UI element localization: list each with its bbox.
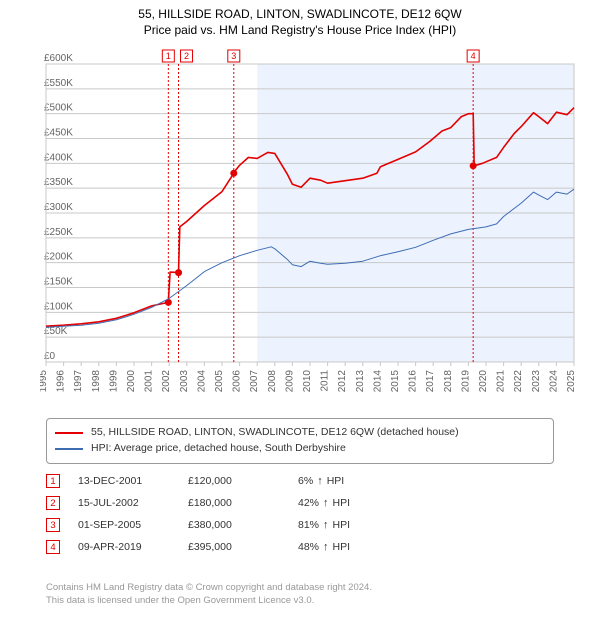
svg-text:£200K: £200K — [44, 252, 73, 263]
footer-line: Contains HM Land Registry data © Crown c… — [46, 582, 372, 595]
event-marker: 4 — [46, 540, 60, 554]
svg-text:2016: 2016 — [408, 370, 419, 393]
chart: £0£50K£100K£150K£200K£250K£300K£350K£400… — [40, 48, 580, 398]
svg-text:1996: 1996 — [56, 370, 67, 393]
svg-text:2008: 2008 — [267, 370, 278, 393]
svg-text:£250K: £250K — [44, 227, 73, 238]
svg-text:2003: 2003 — [179, 370, 190, 393]
svg-text:£150K: £150K — [44, 277, 73, 288]
svg-text:1: 1 — [166, 51, 171, 61]
svg-text:2025: 2025 — [566, 370, 577, 393]
svg-text:2014: 2014 — [372, 370, 383, 393]
event-price: £395,000 — [188, 541, 298, 553]
svg-text:2011: 2011 — [320, 370, 331, 392]
svg-text:2007: 2007 — [249, 370, 260, 393]
event-row: 3 01-SEP-2005£380,00081% ↑ HPI — [46, 514, 554, 536]
event-date: 15-JUL-2002 — [78, 497, 188, 509]
footer: Contains HM Land Registry data © Crown c… — [46, 582, 372, 608]
svg-text:2: 2 — [184, 51, 189, 61]
svg-text:2018: 2018 — [443, 370, 454, 393]
up-arrow-icon: ↑ — [323, 519, 329, 531]
svg-text:£50K: £50K — [44, 326, 68, 337]
svg-text:£600K: £600K — [44, 53, 73, 64]
svg-text:2010: 2010 — [302, 370, 313, 393]
svg-text:2024: 2024 — [548, 370, 559, 393]
event-marker: 1 — [46, 474, 60, 488]
svg-text:2021: 2021 — [496, 370, 507, 393]
svg-text:2022: 2022 — [513, 370, 524, 393]
event-date: 01-SEP-2005 — [78, 519, 188, 531]
chart-svg: £0£50K£100K£150K£200K£250K£300K£350K£400… — [40, 48, 580, 398]
event-row: 1 13-DEC-2001£120,0006% ↑ HPI — [46, 470, 554, 492]
svg-text:2009: 2009 — [284, 370, 295, 393]
title-subtitle: Price paid vs. HM Land Registry's House … — [0, 22, 600, 38]
svg-text:£500K: £500K — [44, 103, 73, 114]
svg-text:1995: 1995 — [40, 370, 49, 393]
svg-text:2023: 2023 — [531, 370, 542, 393]
svg-text:£450K: £450K — [44, 128, 73, 139]
svg-text:2005: 2005 — [214, 370, 225, 393]
svg-text:2006: 2006 — [232, 370, 243, 393]
svg-text:£550K: £550K — [44, 78, 73, 89]
svg-text:£100K: £100K — [44, 301, 73, 312]
svg-text:2001: 2001 — [144, 370, 155, 393]
event-diff: 42% ↑ HPI — [298, 497, 388, 509]
event-row: 4 09-APR-2019£395,00048% ↑ HPI — [46, 536, 554, 558]
svg-text:3: 3 — [231, 51, 236, 61]
event-marker: 3 — [46, 518, 60, 532]
svg-text:2000: 2000 — [126, 370, 137, 393]
footer-line: This data is licensed under the Open Gov… — [46, 595, 372, 608]
event-price: £380,000 — [188, 519, 298, 531]
svg-text:2015: 2015 — [390, 370, 401, 393]
svg-text:£400K: £400K — [44, 152, 73, 163]
svg-text:£300K: £300K — [44, 202, 73, 213]
event-diff: 6% ↑ HPI — [298, 475, 388, 487]
svg-text:1999: 1999 — [108, 370, 119, 393]
event-price: £180,000 — [188, 497, 298, 509]
svg-text:1998: 1998 — [91, 370, 102, 393]
legend: 55, HILLSIDE ROAD, LINTON, SWADLINCOTE, … — [46, 418, 554, 464]
svg-text:2004: 2004 — [196, 370, 207, 393]
title-address: 55, HILLSIDE ROAD, LINTON, SWADLINCOTE, … — [0, 6, 600, 22]
event-date: 09-APR-2019 — [78, 541, 188, 553]
svg-text:2019: 2019 — [460, 370, 471, 393]
svg-text:£350K: £350K — [44, 177, 73, 188]
title-block: 55, HILLSIDE ROAD, LINTON, SWADLINCOTE, … — [0, 0, 600, 38]
svg-text:1997: 1997 — [73, 370, 84, 393]
event-row: 2 15-JUL-2002£180,00042% ↑ HPI — [46, 492, 554, 514]
legend-label: 55, HILLSIDE ROAD, LINTON, SWADLINCOTE, … — [91, 425, 459, 441]
svg-text:2002: 2002 — [161, 370, 172, 393]
svg-text:4: 4 — [471, 51, 476, 61]
event-diff: 81% ↑ HPI — [298, 519, 388, 531]
event-marker: 2 — [46, 496, 60, 510]
event-date: 13-DEC-2001 — [78, 475, 188, 487]
up-arrow-icon: ↑ — [323, 541, 329, 553]
event-diff: 48% ↑ HPI — [298, 541, 388, 553]
page: 55, HILLSIDE ROAD, LINTON, SWADLINCOTE, … — [0, 0, 600, 620]
legend-row: 55, HILLSIDE ROAD, LINTON, SWADLINCOTE, … — [55, 425, 545, 441]
legend-row: HPI: Average price, detached house, Sout… — [55, 441, 545, 457]
legend-label: HPI: Average price, detached house, Sout… — [91, 441, 346, 457]
legend-swatch — [55, 448, 83, 450]
up-arrow-icon: ↑ — [323, 497, 329, 509]
up-arrow-icon: ↑ — [317, 475, 323, 487]
legend-swatch — [55, 432, 83, 434]
svg-text:2020: 2020 — [478, 370, 489, 393]
events-table: 1 13-DEC-2001£120,0006% ↑ HPI 2 15-JUL-2002… — [46, 470, 554, 558]
svg-text:2013: 2013 — [355, 370, 366, 393]
svg-text:2017: 2017 — [425, 370, 436, 393]
svg-text:2012: 2012 — [337, 370, 348, 393]
event-price: £120,000 — [188, 475, 298, 487]
